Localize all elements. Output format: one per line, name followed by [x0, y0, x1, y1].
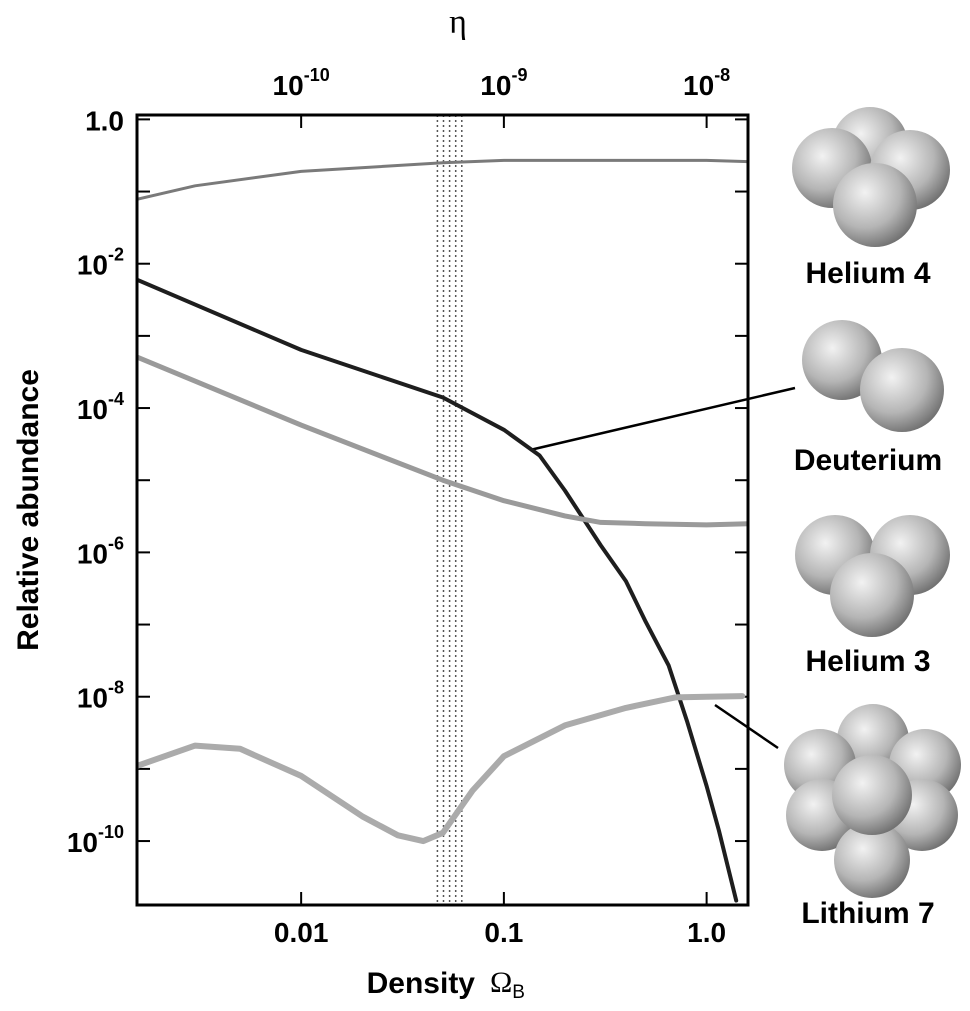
y-tick-label: 10-4 — [77, 389, 124, 426]
x2-tick-label-base: 10 — [683, 70, 714, 101]
leader-line — [529, 386, 796, 452]
x2-tick-label: 10-8 — [683, 65, 730, 102]
helium-4-molecule — [792, 107, 950, 247]
y-tick-label-exponent: -10 — [98, 822, 124, 842]
x2-tick-label: 10-10 — [273, 65, 330, 102]
top-axis-label: η — [449, 4, 467, 41]
y-tick-label-base: 10 — [77, 250, 108, 281]
x-axis-label: Density — [367, 967, 476, 1000]
series-line — [137, 158, 748, 201]
y-tick-label: 1.0 — [85, 106, 124, 137]
x-axis-symbol: ΩB — [490, 966, 525, 1003]
x-tick-label: 0.1 — [484, 917, 523, 948]
y-tick-label: 10-10 — [67, 822, 124, 859]
lithium-7-molecule — [784, 704, 961, 898]
series-label: Helium 3 — [805, 645, 930, 678]
x2-tick-label-base: 10 — [480, 70, 511, 101]
x2-tick-label-exponent: -10 — [304, 65, 330, 85]
y-tick-label: 10-2 — [77, 244, 124, 281]
x2-tick-label-base: 10 — [273, 70, 304, 101]
x-axis-symbol-text: Ω — [490, 966, 512, 999]
y-tick-label-base: 1.0 — [85, 106, 124, 137]
x2-tick-label-exponent: -8 — [714, 65, 730, 85]
series-line — [137, 693, 746, 845]
x2-tick-label: 10-9 — [480, 65, 527, 102]
deuterium-molecule — [802, 320, 944, 432]
x-tick-label-base: 0.01 — [274, 917, 329, 948]
series-label: Deuterium — [794, 444, 942, 477]
series-line — [137, 354, 748, 528]
y-tick-label-exponent: -4 — [108, 389, 124, 409]
y-tick-label-base: 10 — [77, 394, 108, 425]
y-axis-label: Relative abundance — [12, 369, 45, 651]
series-label: Helium 4 — [805, 257, 930, 290]
x-axis-subscript: B — [512, 982, 525, 1003]
y-tick-label-exponent: -2 — [108, 244, 124, 264]
density-band — [436, 115, 463, 905]
y-tick-label-base: 10 — [77, 539, 108, 570]
x2-tick-label-exponent: -9 — [511, 65, 527, 85]
series-line — [137, 277, 739, 903]
x-tick-label: 0.01 — [274, 917, 329, 948]
x-tick-label: 1.0 — [687, 917, 726, 948]
y-tick-label-exponent: -8 — [108, 677, 124, 697]
x-tick-label-base: 0.1 — [484, 917, 523, 948]
y-tick-label: 10-6 — [77, 533, 124, 570]
series-label: Lithium 7 — [801, 897, 934, 930]
plot-frame — [135, 113, 750, 907]
y-tick-label-base: 10 — [77, 683, 108, 714]
helium-3-molecule — [795, 515, 950, 637]
y-tick-label-base: 10 — [67, 827, 98, 858]
x-tick-label-base: 1.0 — [687, 917, 726, 948]
y-tick-label-exponent: -6 — [108, 533, 124, 553]
y-tick-label: 10-8 — [77, 677, 124, 714]
